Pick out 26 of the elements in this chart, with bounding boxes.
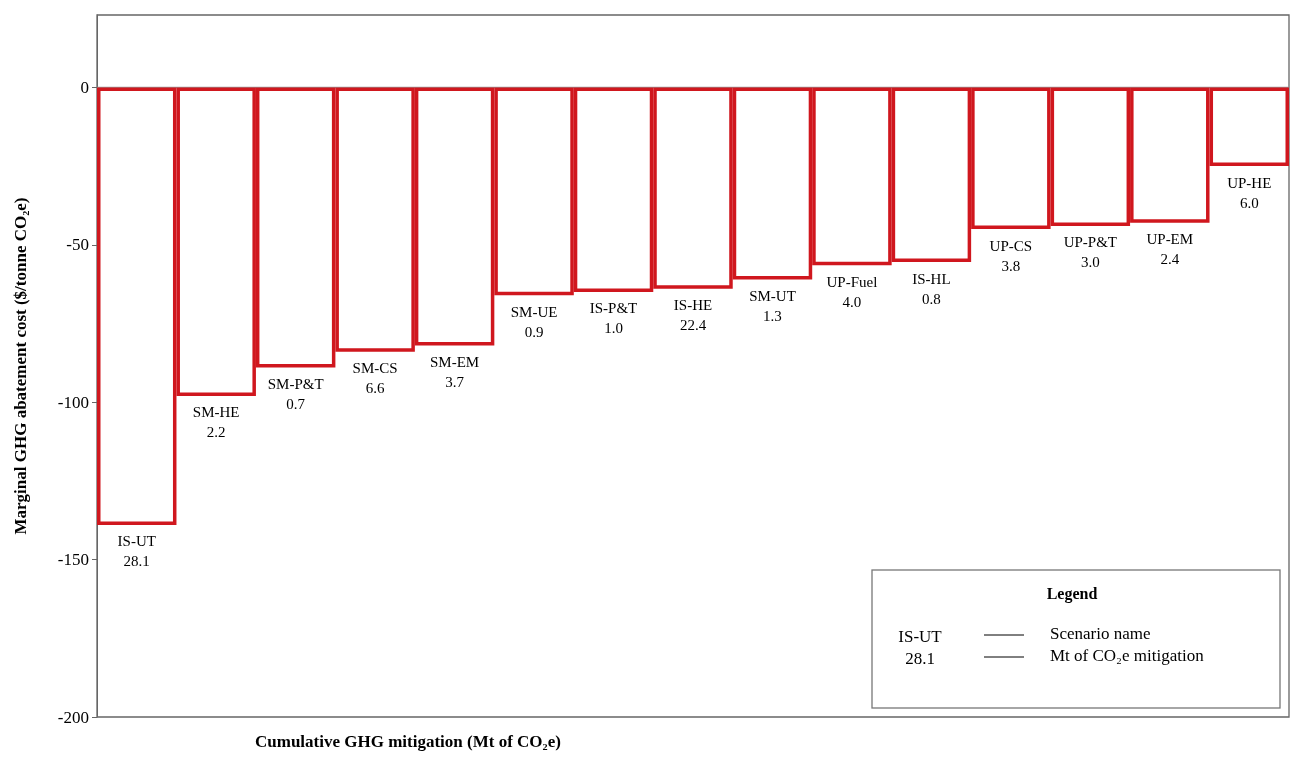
- y-tick-label: 0: [80, 77, 89, 97]
- annotation: IS-UT 28.1: [898, 626, 943, 668]
- annotation: SM-HE 2.2: [192, 404, 240, 441]
- annotation: IS-HL 0.8: [912, 270, 951, 307]
- annotation: UP-Fuel 4.0: [826, 273, 878, 310]
- annotation: UP-CS 3.8: [989, 237, 1033, 274]
- y-tick-label: -200: [57, 707, 89, 727]
- annotation: SM-P&T 0.7: [267, 376, 324, 413]
- annotation: UP-EM 2.4: [1146, 231, 1194, 268]
- annotation: UP-HE 6.0: [1227, 174, 1272, 211]
- annotation: Scenario name: [1050, 623, 1151, 643]
- y-tick-label: -150: [57, 550, 89, 570]
- y-axis-title: Marginal GHG abatement cost ($/tonne CO₂e): [11, 197, 30, 535]
- annotation: IS-P&T 1.0: [589, 300, 638, 337]
- annotation: SM-UT 1.3: [749, 287, 796, 324]
- y-tick-label: -100: [57, 392, 89, 412]
- annotation: SM-EM 3.7: [430, 353, 480, 390]
- x-axis-title: Cumulative GHG mitigation (Mt of CO₂e): [255, 732, 561, 751]
- annotation: SM-UE 0.9: [510, 303, 558, 340]
- annotation: SM-CS 6.6: [352, 360, 398, 397]
- legend-title: Legend: [1046, 584, 1098, 603]
- annotation: IS-UT 28.1: [117, 533, 156, 570]
- annotation: UP-P&T 3.0: [1063, 234, 1118, 271]
- annotation: Mt of CO₂e mitigation: [1050, 645, 1205, 665]
- y-tick-label: -50: [66, 235, 89, 255]
- annotation: IS-HE 22.4: [673, 297, 713, 334]
